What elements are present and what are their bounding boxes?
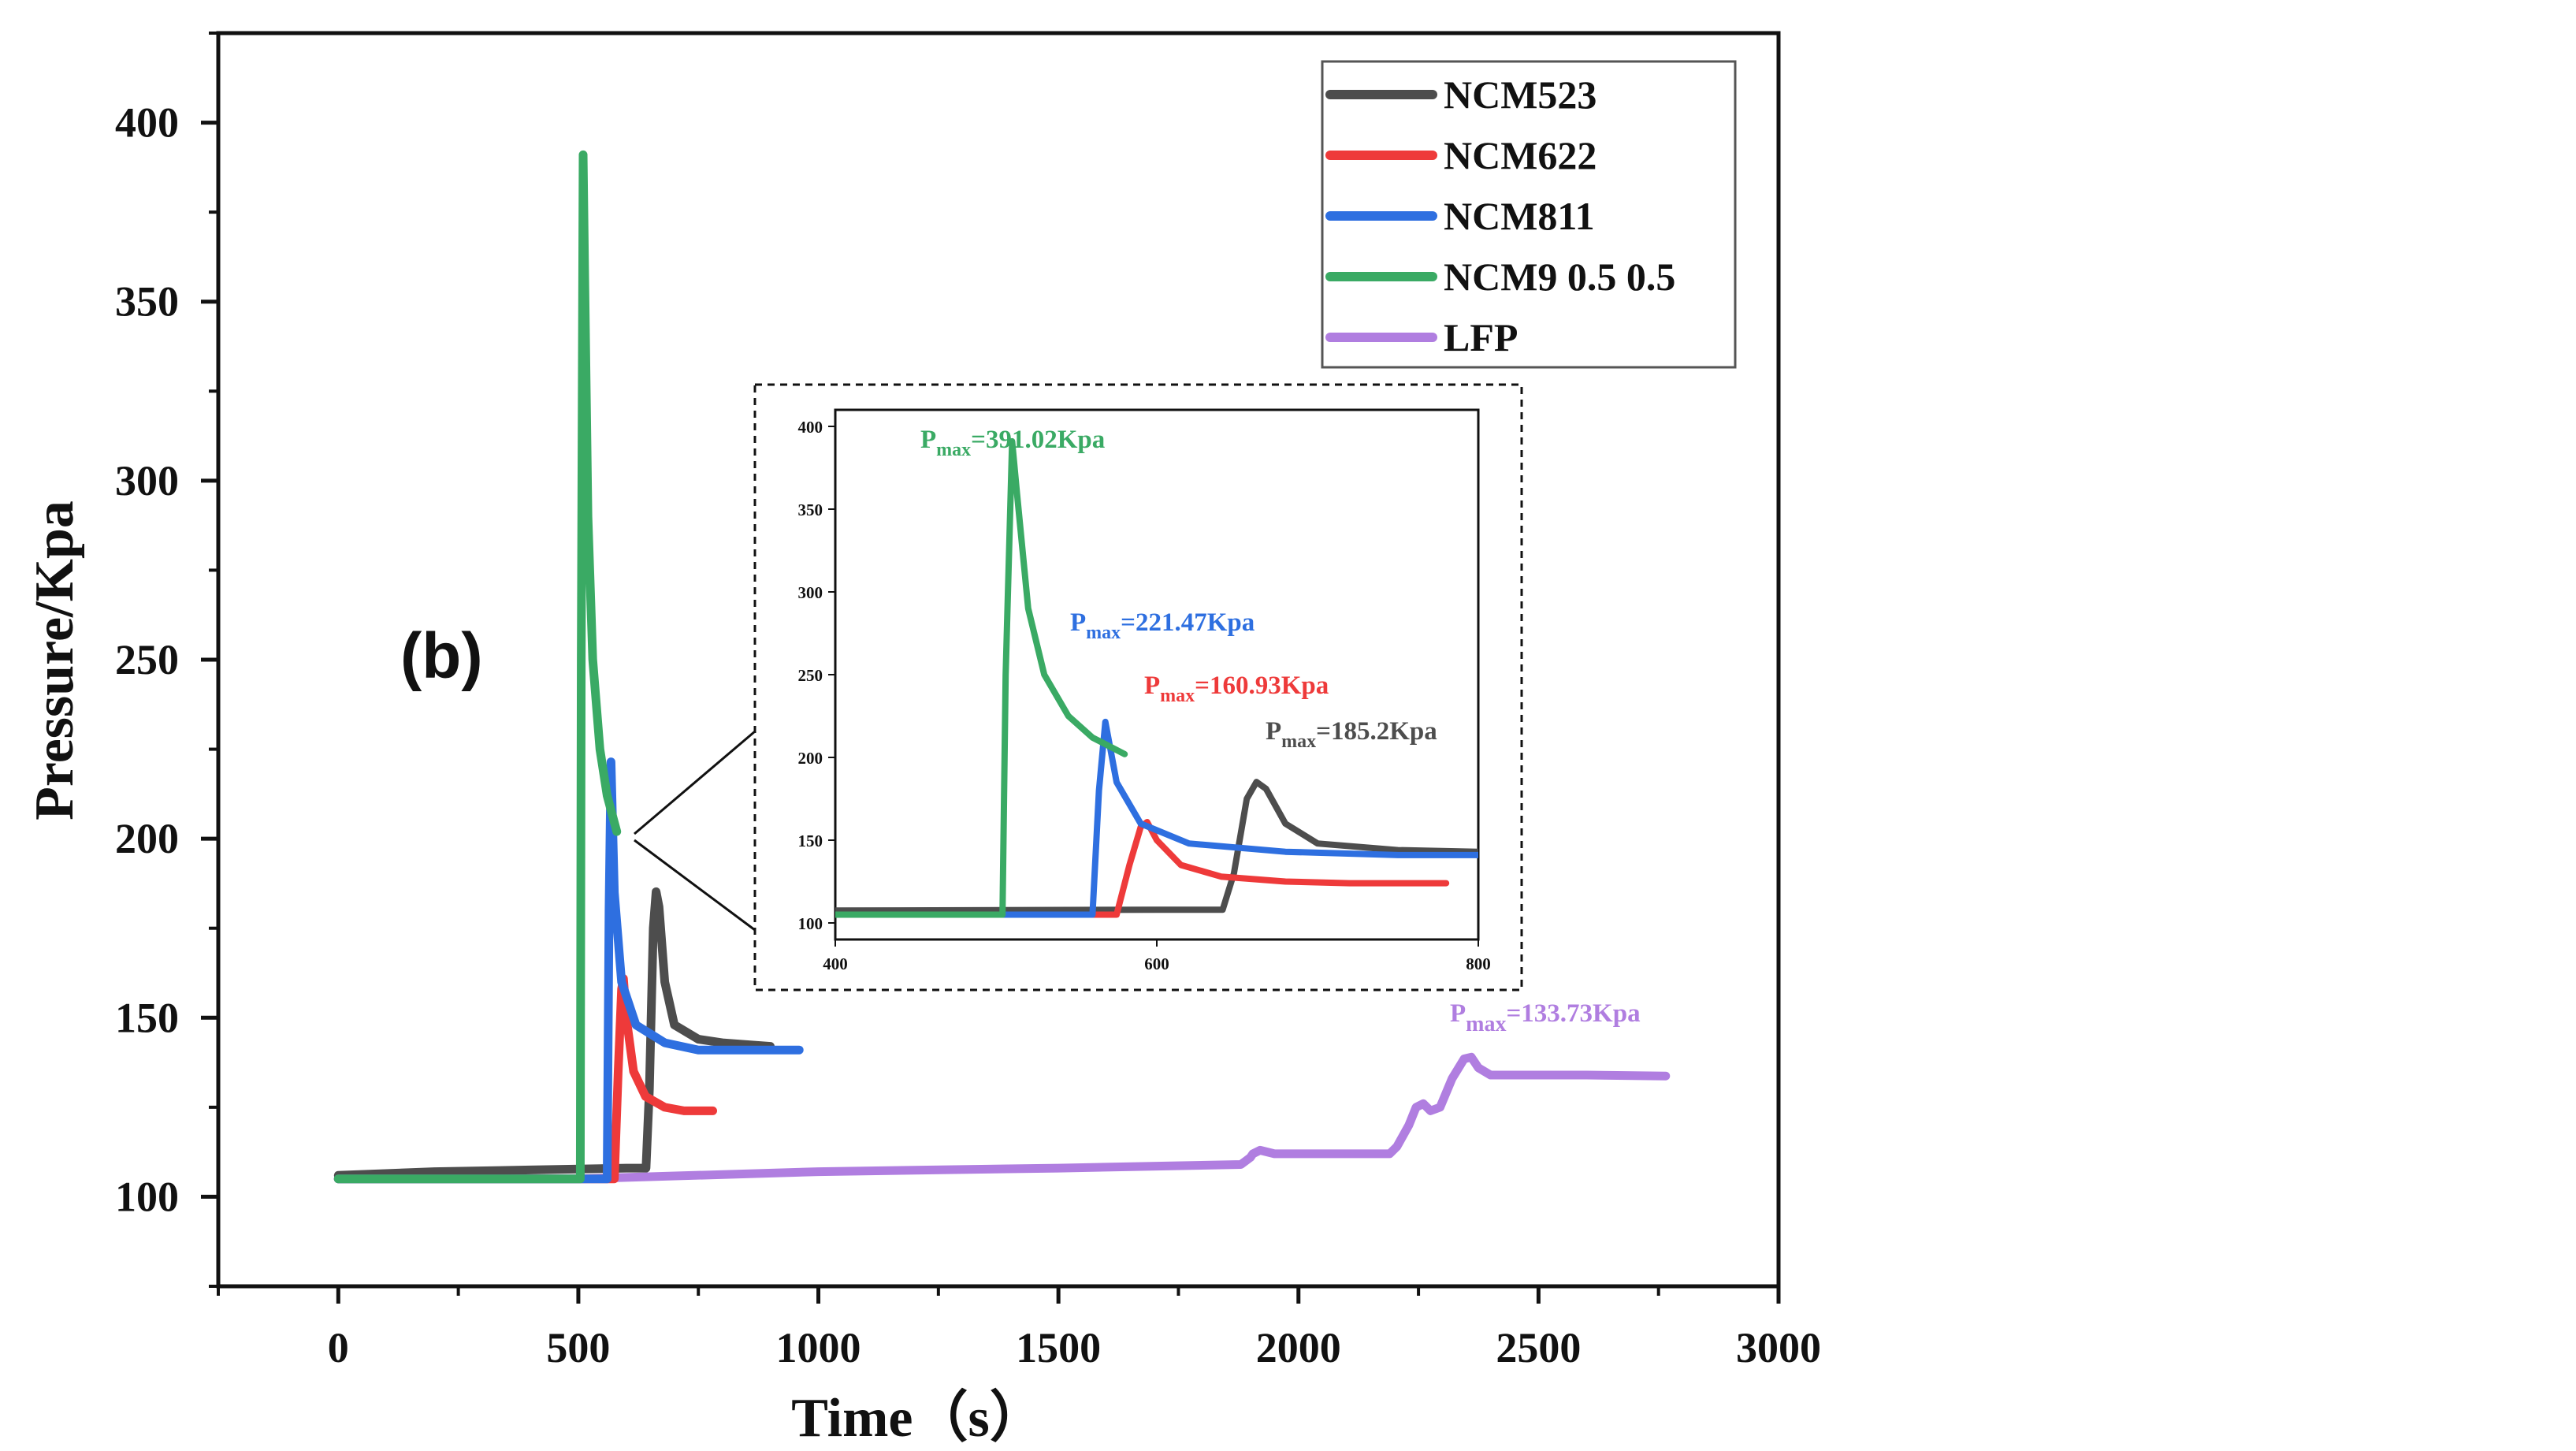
inset-connector-lower: [634, 839, 756, 932]
legend-label-ncm9-0-5-0-5: NCM9 0.5 0.5: [1444, 255, 1675, 299]
main-annot-lfp: Pmax=133.73Kpa: [1450, 999, 1641, 1036]
annot-lfp-value: =133.73Kpa: [1507, 999, 1641, 1028]
legend-label-ncm622: NCM622: [1444, 133, 1597, 177]
annot-ncm811-p: P: [1070, 608, 1086, 637]
x-tick-label: 2500: [1496, 1324, 1581, 1371]
y-tick-label: 250: [115, 636, 179, 683]
annot-lfp-p: P: [1450, 999, 1466, 1028]
inset-y-tick-label: 400: [798, 418, 823, 437]
main-axis-ticks: 0 500 1000 1500 2000 2500 3000 100 150 200 250 300 3…: [115, 32, 1821, 1371]
y-tick-label: 400: [115, 99, 179, 147]
inset-y-tick-label: 150: [798, 832, 823, 850]
y-tick-label: 300: [115, 457, 179, 504]
x-tick-label: 1500: [1016, 1324, 1101, 1371]
inset-y-tick-label: 200: [798, 749, 823, 768]
annot-ncm9-sub: max: [936, 440, 971, 460]
y-axis-title: Pressure/Kpa: [24, 500, 85, 820]
annot-ncm811-sub: max: [1086, 623, 1121, 643]
x-tick-label: 0: [328, 1324, 349, 1371]
legend-label-lfp: LFP: [1444, 315, 1518, 359]
x-tick-label: 500: [546, 1324, 610, 1371]
inset-axis-ticks: 400 600 800 100 150 200 250 300 350 400: [798, 418, 1491, 973]
legend-label-ncm811: NCM811: [1444, 194, 1595, 238]
inset-series-group: [835, 437, 1478, 918]
inset-x-tick-label: 800: [1466, 954, 1491, 973]
x-tick-label: 3000: [1736, 1324, 1821, 1371]
y-tick-label: 150: [115, 994, 179, 1041]
inset-y-tick-label: 300: [798, 583, 823, 602]
inset-series-line-ncm9-0-5-0-5: [835, 437, 1128, 918]
main-series-group: [333, 150, 1671, 1184]
inset-y-tick-label: 250: [798, 666, 823, 685]
series-line-ncm9-0-5-0-5: [333, 150, 622, 1184]
inset-x-tick-label: 600: [1144, 954, 1169, 973]
inset-annot-ncm811: Pmax=221.47Kpa: [1070, 608, 1255, 643]
inset-y-tick-label: 350: [798, 500, 823, 519]
annot-ncm9-p: P: [920, 426, 936, 454]
inset-connector-lines: [634, 730, 756, 932]
annot-lfp-sub: max: [1466, 1012, 1506, 1036]
series-line-lfp: [333, 1052, 1671, 1184]
y-tick-label: 350: [115, 278, 179, 326]
inset-annot-ncm622: Pmax=160.93Kpa: [1144, 672, 1329, 706]
annot-ncm811-value: =221.47Kpa: [1121, 608, 1255, 637]
annot-ncm622-value: =160.93Kpa: [1195, 672, 1329, 700]
legend-items: NCM523 NCM622 NCM811 NCM9 0.5 0.5 LFP: [1325, 73, 1675, 359]
inset-connector-upper: [634, 730, 756, 835]
inset-series-line-ncm523: [835, 779, 1478, 914]
annot-ncm9-value: =391.02Kpa: [971, 426, 1105, 454]
legend-label-ncm523: NCM523: [1444, 73, 1597, 117]
series-line-ncm523: [333, 887, 775, 1180]
annot-ncm622-sub: max: [1160, 686, 1195, 706]
annot-ncm523-sub: max: [1281, 731, 1316, 752]
inset-y-tick-label: 100: [798, 914, 823, 933]
x-tick-label: 1000: [776, 1324, 861, 1371]
panel-label: (b): [400, 620, 483, 692]
inset-annot-ncm523: Pmax=185.2Kpa: [1266, 717, 1437, 752]
inset-dashed-frame: [753, 383, 1523, 992]
y-tick-label: 100: [115, 1173, 179, 1220]
legend: NCM523 NCM622 NCM811 NCM9 0.5 0.5 LFP: [1321, 60, 1737, 369]
annot-ncm523-p: P: [1266, 717, 1281, 746]
x-axis-title: Time（s）: [791, 1387, 1045, 1449]
inset-annot-ncm9: Pmax=391.02Kpa: [920, 426, 1105, 460]
inset-x-tick-label: 400: [823, 954, 848, 973]
annot-ncm523-value: =185.2Kpa: [1316, 717, 1437, 746]
x-tick-label: 2000: [1256, 1324, 1341, 1371]
y-tick-label: 200: [115, 815, 179, 862]
annot-ncm622-p: P: [1144, 672, 1160, 700]
